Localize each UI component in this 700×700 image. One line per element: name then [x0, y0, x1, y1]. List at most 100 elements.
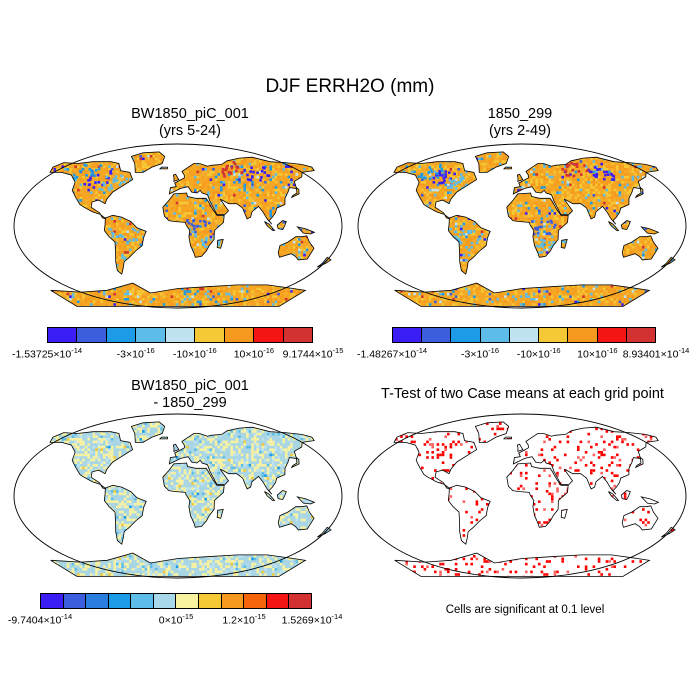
coastline-africa: [506, 192, 569, 258]
tick-exponent: -16: [205, 346, 217, 355]
tick-mantissa: 10: [233, 348, 246, 361]
coastline-madagascar: [560, 508, 568, 519]
cb1-tick-label: 9.1744×10-15: [282, 346, 344, 361]
coastline-eurasia: [168, 426, 315, 495]
coastline-newGuinea: [296, 226, 316, 235]
coastline-newGuinea: [640, 496, 660, 505]
coastline-newGuinea: [296, 496, 316, 505]
figure-title: DJF ERRH2O (mm): [265, 76, 435, 97]
panel-title-ttest: T-Test of two Case means at each grid po…: [355, 386, 690, 403]
cb1-swatch-4: [165, 328, 196, 342]
tick-exponent: -14: [61, 612, 73, 621]
coastline-southAmerica: [447, 214, 491, 275]
coastline-madagascar: [560, 238, 568, 249]
tick-mantissa: 9.1744: [282, 348, 315, 361]
cb1-tick-label: -3×10-16: [116, 346, 155, 361]
tick-mantissa: 0: [158, 614, 165, 627]
coastline-uk: [516, 443, 524, 452]
coastline-borneo: [276, 220, 287, 231]
coastline-greenland: [130, 151, 166, 173]
cb3-swatch-8: [221, 594, 245, 608]
cb3-swatch-7: [199, 594, 222, 608]
coastline-australia: [277, 505, 315, 531]
cb3-swatch-1: [63, 594, 87, 608]
tick-mantissa: -1.48267: [356, 348, 399, 361]
coastline-sumatra: [608, 221, 620, 231]
map-border: [13, 413, 343, 579]
map-case1: [13, 143, 343, 309]
coastline-greenland: [474, 151, 510, 173]
tick-exponent: -15: [254, 612, 266, 621]
coastline-eurasia: [512, 426, 659, 495]
significance-note: Cells are significant at 0.1 level: [445, 604, 605, 616]
cb3-swatch-0: [41, 594, 64, 608]
cb2-tick-label: -1.48267×10-14: [356, 346, 428, 361]
coastline-antarctica: [50, 552, 307, 577]
cb3-swatch-2: [86, 594, 109, 608]
cb2-tick-label: 10×10-16: [577, 346, 618, 361]
coastline-madagascar: [216, 238, 224, 249]
map-ttest: [357, 413, 687, 579]
cb2-tick-label: -10×10-16: [516, 346, 561, 361]
tick-mantissa: -10: [516, 348, 532, 361]
tick-exponent: -15: [182, 612, 194, 621]
cb1-swatch-8: [283, 328, 312, 342]
cb3-swatch-6: [176, 594, 200, 608]
tick-exponent: -16: [488, 346, 499, 355]
cb3-tick-label: 1.2×10-15: [222, 612, 266, 627]
coastline-sumatra: [608, 491, 620, 501]
coastline-northAmerica: [393, 161, 478, 220]
colorbar-difference: [40, 593, 312, 609]
tick-mantissa: -3: [116, 348, 126, 361]
coastline-newGuinea: [640, 226, 660, 235]
coastline-japan: [634, 456, 644, 469]
map-border: [13, 143, 343, 309]
tick-mantissa: 8.93401: [622, 348, 661, 361]
coastline-greenland: [474, 421, 510, 443]
cb1-swatch-1: [77, 328, 107, 342]
coastline-eurasia: [512, 156, 659, 225]
map-difference: [13, 413, 343, 579]
coastline-australia: [621, 235, 659, 261]
coastline-southAmerica: [103, 484, 147, 545]
tick-exponent: -16: [143, 346, 155, 355]
cb2-swatch-1: [422, 328, 452, 342]
tick-mantissa: -3: [461, 348, 471, 361]
tick-exponent: -14: [71, 346, 83, 355]
coastline-uk: [172, 173, 180, 182]
coastline-eurasia: [168, 156, 315, 225]
cb2-swatch-5: [539, 328, 569, 342]
tick-mantissa: -9.7404: [7, 614, 44, 627]
cb1-swatch-0: [48, 328, 78, 342]
panel-title-case1: BW1850_piC_001 (yrs 5-24): [40, 106, 340, 140]
cb2-swatch-8: [626, 328, 655, 342]
tick-exponent: -14: [331, 612, 343, 621]
tick-mantissa: -10: [172, 348, 189, 361]
tick-mantissa: 10: [577, 348, 589, 361]
tick-mantissa: 1.5269: [281, 614, 314, 627]
tick-exponent: -14: [678, 346, 690, 355]
cb3-tick-label: 1.5269×10-14: [281, 612, 343, 627]
coastline-africa: [162, 462, 225, 528]
cb1-tick-label: -10×10-16: [172, 346, 217, 361]
tick-mantissa: 1.2: [222, 614, 237, 627]
coastline-antarctica: [394, 552, 651, 577]
cb3-swatch-5: [153, 594, 177, 608]
coastline-madagascar: [216, 508, 224, 519]
cb1-swatch-3: [136, 328, 166, 342]
coastline-borneo: [620, 490, 631, 501]
cb3-swatch-11: [289, 594, 311, 608]
coastline-uk: [172, 443, 180, 452]
cb3-swatch-10: [266, 594, 290, 608]
coastline-southAmerica: [103, 214, 147, 275]
coastline-antarctica: [394, 282, 651, 307]
coastline-northAmerica: [393, 431, 478, 490]
cb2-swatch-7: [597, 328, 627, 342]
cb2-swatch-6: [568, 328, 598, 342]
cb3-swatch-3: [108, 594, 132, 608]
tick-exponent: -16: [606, 346, 618, 355]
tick-exponent: -14: [416, 346, 428, 355]
coastline-japan: [634, 186, 644, 199]
cb1-swatch-5: [195, 328, 225, 342]
panel-title-ttest-line1: T-Test of two Case means at each grid po…: [381, 386, 664, 402]
